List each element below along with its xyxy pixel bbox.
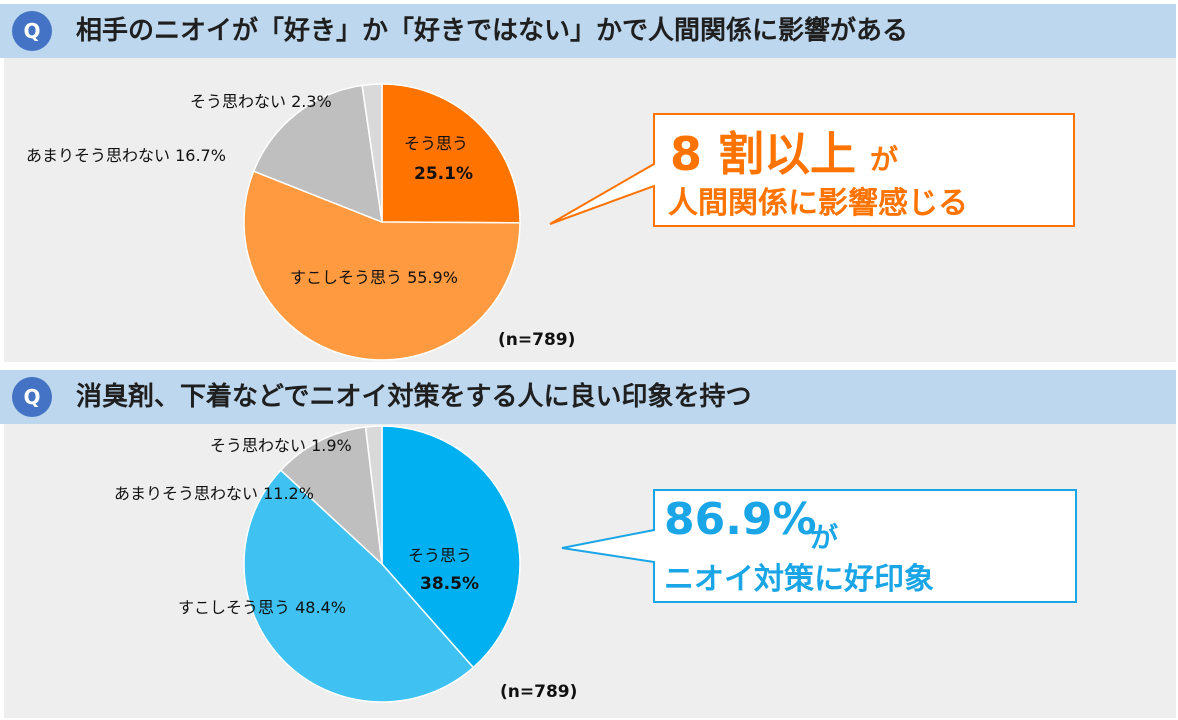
slice-not-much (252, 84, 383, 224)
label-agree: そう思う (404, 134, 469, 153)
label-agree-value: 25.1% (414, 164, 473, 184)
label-disagree: そう思わない 2.3% (190, 92, 332, 111)
callout-particle: が (810, 521, 839, 554)
label-agree: そう思う (408, 546, 473, 565)
slice-agree (381, 425, 521, 669)
question-section-2: Q 消臭剤、下着などでニオイ対策をする人に良い印象を持つ そう思う 38.5% … (0, 362, 1178, 720)
label-disagree: そう思わない 1.9% (210, 436, 352, 455)
slice-not-much (279, 426, 383, 566)
question-title: 消臭剤、下着などでニオイ対策をする人に良い印象を持つ (76, 382, 752, 412)
sample-size: (n=789) (498, 330, 576, 350)
question-title: 相手のニオイが「好き」か「好きではない」かで人間関係に影響がある (76, 16, 909, 46)
chart-panel: そう思う 38.5% すこしそう思う 48.4% あまりそう思わない 11.2%… (4, 424, 1176, 718)
pie-chart (243, 425, 521, 703)
slice-agree (381, 83, 521, 224)
slice-somewhat-agree (243, 170, 521, 361)
slice-disagree (361, 83, 383, 223)
slice-disagree (364, 425, 383, 565)
question-bar: Q 消臭剤、下着などでニオイ対策をする人に良い印象を持つ (0, 370, 1176, 424)
label-agree-value: 38.5% (420, 574, 479, 594)
chart-panel: そう思う 25.1% すこしそう思う 55.9% あまりそう思わない 16.7%… (4, 58, 1176, 362)
label-somewhat-agree: すこしそう思う 48.4% (178, 598, 346, 617)
callout-subline: ニオイ対策に好印象 (664, 562, 934, 597)
pie-chart (243, 83, 521, 361)
question-section-1: Q 相手のニオイが「好き」か「好きではない」かで人間関係に影響がある そう思う … (0, 4, 1176, 362)
callout-box (561, 489, 1077, 603)
sample-size: (n=789) (500, 682, 578, 702)
callout-headline: 8 割以上 (670, 127, 857, 181)
callout-subline: 人間関係に影響感じる (668, 186, 968, 221)
slice-somewhat-agree (243, 469, 475, 703)
label-not-much: あまりそう思わない 11.2% (114, 484, 314, 503)
question-bar: Q 相手のニオイが「好き」か「好きではない」かで人間関係に影響がある (0, 4, 1176, 58)
question-badge: Q (12, 377, 52, 417)
callout-particle: が (870, 143, 899, 176)
callout-box (549, 113, 1075, 227)
label-not-much: あまりそう思わない 16.7% (26, 146, 226, 165)
callout-headline: 86.9% (664, 494, 817, 545)
question-badge: Q (12, 11, 52, 51)
label-somewhat-agree: すこしそう思う 55.9% (290, 268, 458, 287)
